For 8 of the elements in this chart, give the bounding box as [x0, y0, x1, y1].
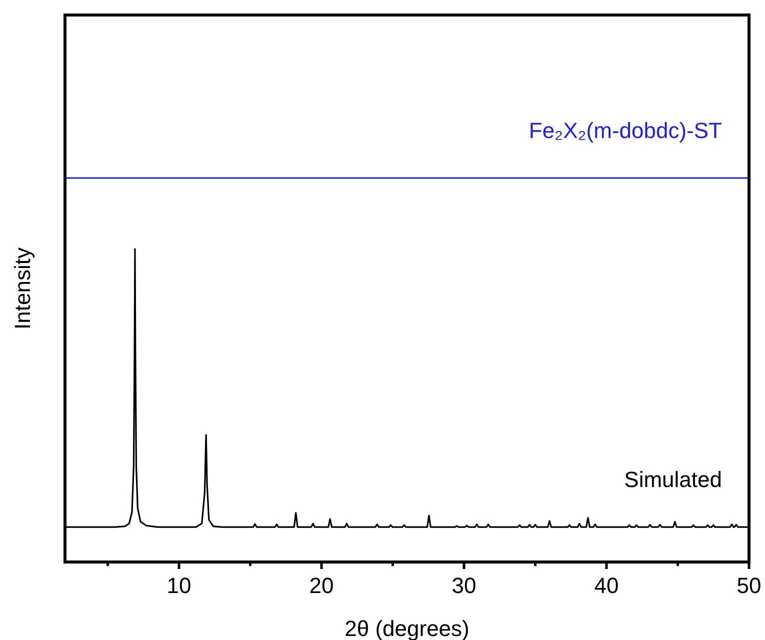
x-tick-label: 30: [452, 573, 476, 598]
x-tick-label: 10: [166, 573, 192, 598]
x-tick-label: 40: [594, 573, 619, 598]
series-label: Fe₂X₂(m-dobdc)-ST: [528, 118, 722, 143]
series-label: Simulated: [624, 467, 722, 492]
y-axis-title: Intensity: [10, 248, 35, 330]
x-tick-label: 50: [736, 573, 762, 598]
x-tick-label: 20: [309, 573, 334, 598]
